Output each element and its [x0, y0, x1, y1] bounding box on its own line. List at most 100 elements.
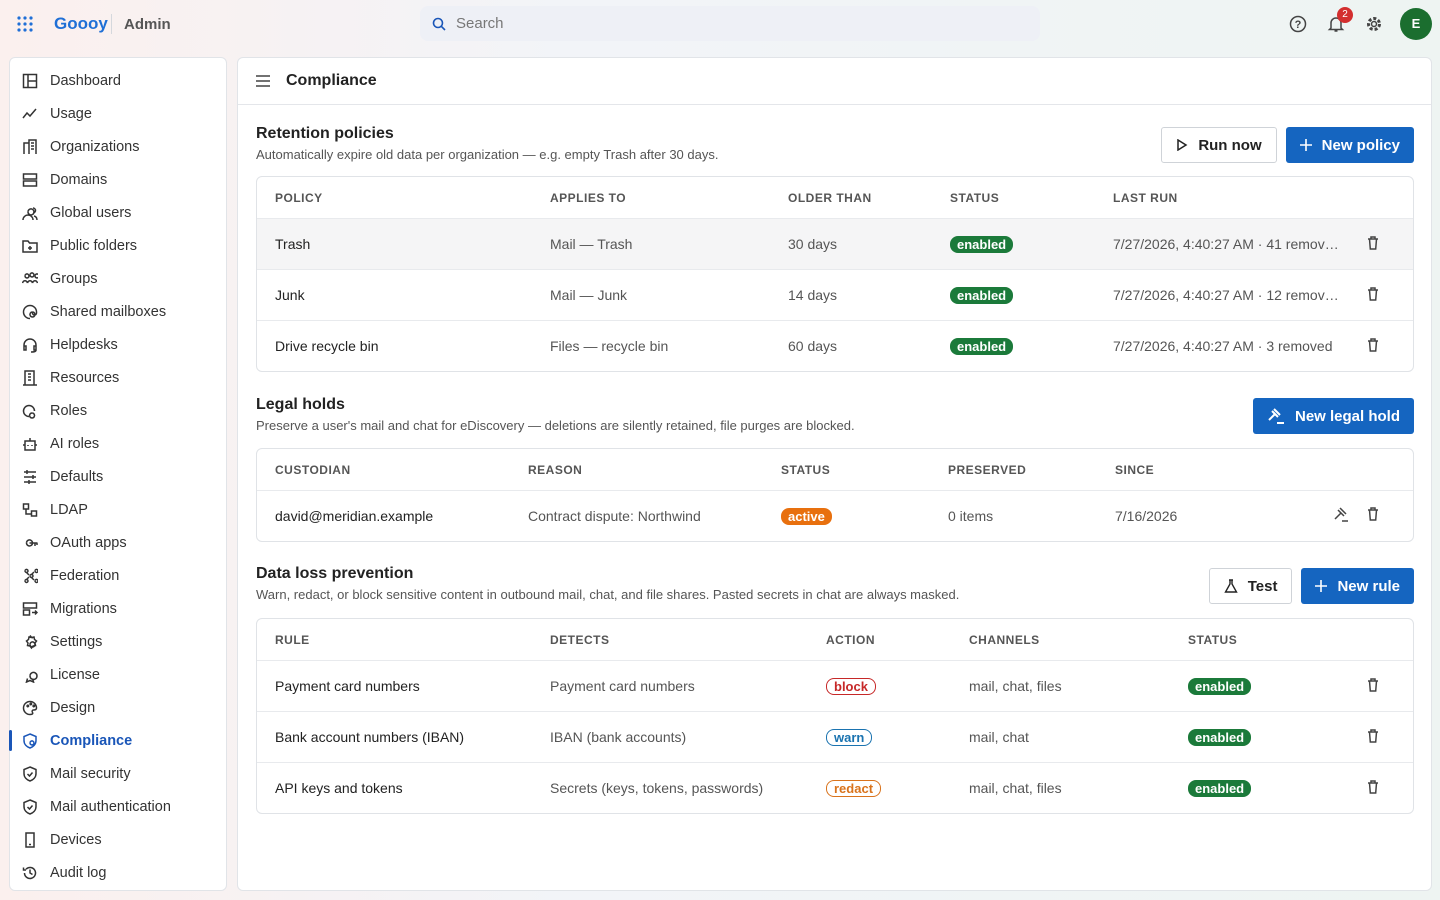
table-cell: enabled	[1170, 677, 1315, 695]
trash-icon	[1368, 286, 1378, 301]
delete-button[interactable]	[1365, 337, 1381, 356]
cell-text: Mail — Trash	[550, 236, 633, 252]
section-title: Retention policies	[256, 125, 394, 142]
nav-label: Resources	[50, 369, 120, 386]
menu-icon[interactable]	[256, 75, 270, 87]
nav-item[interactable]: Usage	[10, 97, 226, 130]
nav-item[interactable]: AI roles	[10, 427, 226, 460]
nav-label: Dashboard	[50, 72, 121, 89]
column-header: PRESERVED	[948, 462, 1027, 477]
table-cell: 7/27/2026, 4:40:27 AM · 12 remov…	[1095, 287, 1355, 303]
test-button[interactable]: Test	[1208, 568, 1293, 604]
nav-item[interactable]: Shared mailboxes	[10, 295, 226, 328]
nav-item[interactable]: Mail authentication	[10, 790, 226, 823]
delete-button[interactable]	[1365, 286, 1381, 305]
nav-item[interactable]: Roles	[10, 394, 226, 427]
cell-text: Payment card numbers	[550, 678, 695, 694]
nav-item[interactable]: Federation	[10, 559, 226, 592]
nav-item[interactable]: Global users	[10, 196, 226, 229]
table-cell: Bank account numbers (IBAN)	[257, 729, 532, 745]
nav-item[interactable]: Helpdesks	[10, 328, 226, 361]
play-icon	[1177, 139, 1188, 151]
row-actions	[1315, 779, 1413, 798]
column-header: STATUS	[1188, 632, 1238, 647]
nav-icon	[22, 271, 38, 283]
nav-icon	[23, 765, 37, 782]
nav-item[interactable]: Resources	[10, 361, 226, 394]
delete-button[interactable]	[1365, 677, 1381, 696]
status-badge: block	[826, 677, 876, 695]
search-placeholder: Search	[456, 15, 504, 32]
cell-text: 30 days	[788, 236, 838, 252]
nav-item[interactable]: LDAP	[10, 493, 226, 526]
nav-item[interactable]: Compliance	[9, 724, 226, 757]
cell-text: IBAN (bank accounts)	[550, 729, 687, 745]
nav-item[interactable]: License	[10, 658, 226, 691]
svg-text:?: ?	[1295, 19, 1302, 31]
nav-icon	[22, 700, 38, 715]
button-label: New rule	[1337, 577, 1400, 595]
nav-item[interactable]: Defaults	[10, 460, 226, 493]
nav-icon	[23, 798, 37, 815]
nav-icon	[22, 73, 38, 88]
cell-text: 0 items	[948, 508, 994, 524]
new-policy-button[interactable]: New policy	[1285, 127, 1414, 163]
table-cell: Payment card numbers	[257, 678, 532, 694]
table-cell: Contract dispute: Northwind	[510, 508, 763, 524]
nav-item[interactable]: Audit log	[10, 856, 226, 889]
nav-item[interactable]: Organizations	[10, 130, 226, 163]
button-group: New legal hold	[1252, 398, 1414, 434]
nav-item[interactable]: Devices	[10, 823, 226, 856]
new-legal-hold-button[interactable]: New legal hold	[1252, 398, 1414, 434]
nav-item[interactable]: Domains	[10, 163, 226, 196]
delete-button[interactable]	[1365, 235, 1381, 254]
column-header: CHANNELS	[969, 632, 1040, 647]
apps-icon[interactable]	[16, 15, 34, 33]
nav-item[interactable]: Public folders	[10, 229, 226, 262]
help-icon[interactable]: ?	[1289, 15, 1307, 33]
avatar[interactable]: E	[1400, 8, 1432, 40]
nav-item[interactable]: Design	[10, 691, 226, 724]
nav-item[interactable]: Groups	[10, 262, 226, 295]
nav-label: Design	[50, 699, 96, 716]
search-icon	[432, 17, 446, 31]
nav-item[interactable]: Settings	[10, 625, 226, 658]
delete-button[interactable]	[1365, 779, 1381, 798]
delete-button[interactable]	[1365, 506, 1381, 527]
table-cell: enabled	[1170, 779, 1315, 797]
brand[interactable]: Goooy	[54, 14, 108, 33]
nav-label: Public folders	[50, 237, 138, 254]
flask-icon	[1224, 579, 1238, 593]
cell-text: mail, chat	[969, 729, 1029, 745]
gavel-icon	[1268, 408, 1284, 424]
table-cell: Payment card numbers	[532, 678, 808, 694]
nav-label: Shared mailboxes	[50, 303, 167, 320]
button-label: New legal hold	[1294, 407, 1400, 425]
nav-item[interactable]: OAuth apps	[10, 526, 226, 559]
new-rule-button[interactable]: New rule	[1301, 568, 1414, 604]
nav-icon	[23, 732, 37, 749]
nav-icon	[25, 831, 35, 848]
column-header: APPLIES TO	[550, 190, 627, 205]
run-now-button[interactable]: Run now	[1161, 127, 1277, 163]
search-box[interactable]: Search	[420, 6, 1040, 41]
table-row: david@meridian.example Contract dispute: …	[257, 490, 1413, 541]
column-header: POLICY	[275, 190, 323, 205]
nav-item[interactable]: Migrations	[10, 592, 226, 625]
table-cell: mail, chat, files	[951, 780, 1170, 796]
release-hold-button[interactable]	[1333, 506, 1351, 527]
status-badge: enabled	[1188, 779, 1252, 797]
nav-icon	[22, 601, 38, 616]
table-row: Junk Mail — Junk 14 days enabled 7/27/2026, …	[257, 269, 1413, 320]
settings-icon[interactable]	[1365, 15, 1383, 33]
table-cell: 14 days	[770, 287, 932, 303]
nav-item[interactable]: Dashboard	[10, 64, 226, 97]
trash-icon	[1368, 235, 1378, 250]
cell-text: 60 days	[788, 338, 838, 354]
table-row: API keys and tokens Secrets (keys, tokens…	[257, 762, 1413, 813]
nav-item[interactable]: Mail security	[10, 757, 226, 790]
delete-button[interactable]	[1365, 728, 1381, 747]
table-cell: warn	[808, 728, 951, 746]
nav-label: Federation	[50, 567, 120, 584]
trash-icon	[1368, 506, 1378, 521]
